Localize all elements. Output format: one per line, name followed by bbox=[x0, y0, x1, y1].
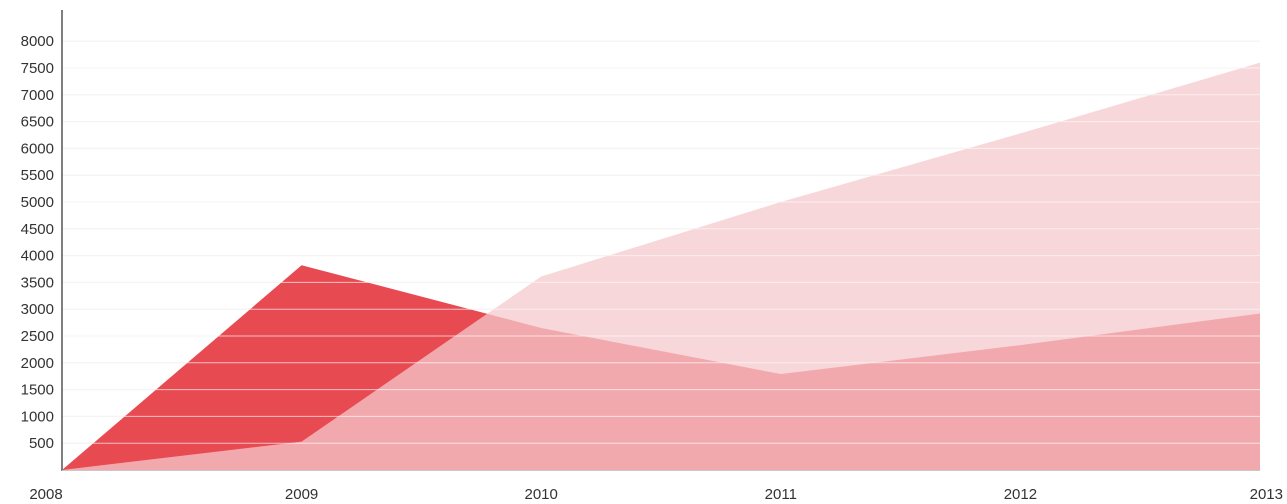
x-tick-label-2012: 2012 bbox=[1004, 486, 1037, 503]
tick-labels: 500 1000 1500 2000 2500 3000 3500 4000 4500 5000 5… bbox=[21, 33, 1283, 503]
area-series-2 bbox=[62, 62, 1260, 470]
y-tick-label-4000: 4000 bbox=[21, 248, 54, 265]
x-tick-label-2008: 2008 bbox=[29, 486, 62, 503]
x-tick-label-2011: 2011 bbox=[765, 486, 797, 503]
y-tick-label-7500: 7500 bbox=[21, 60, 54, 77]
y-tick-label-5000: 5000 bbox=[21, 194, 54, 211]
gridlines-overlay bbox=[62, 40, 1260, 444]
y-tick-label-2000: 2000 bbox=[21, 355, 54, 372]
y-tick-label-5500: 5500 bbox=[21, 167, 54, 184]
axes bbox=[61, 10, 1260, 471]
y-tick-label-8000: 8000 bbox=[21, 33, 54, 50]
x-tick-label-2010: 2010 bbox=[525, 486, 558, 503]
y-tick-label-3500: 3500 bbox=[21, 274, 54, 291]
y-tick-label-7000: 7000 bbox=[21, 87, 54, 104]
y-tick-label-3000: 3000 bbox=[21, 301, 54, 318]
x-tick-label-2013: 2013 bbox=[1250, 486, 1283, 503]
series-areas bbox=[61, 62, 1261, 471]
y-tick-label-1500: 1500 bbox=[21, 382, 54, 399]
y-tick-label-6000: 6000 bbox=[21, 140, 54, 157]
y-tick-label-2500: 2500 bbox=[21, 328, 54, 345]
y-tick-label-500: 500 bbox=[29, 435, 54, 452]
y-tick-label-6500: 6500 bbox=[21, 114, 54, 131]
x-tick-label-2009: 2009 bbox=[285, 486, 318, 503]
y-tick-label-1000: 1000 bbox=[21, 408, 54, 425]
y-tick-label-4500: 4500 bbox=[21, 221, 54, 238]
